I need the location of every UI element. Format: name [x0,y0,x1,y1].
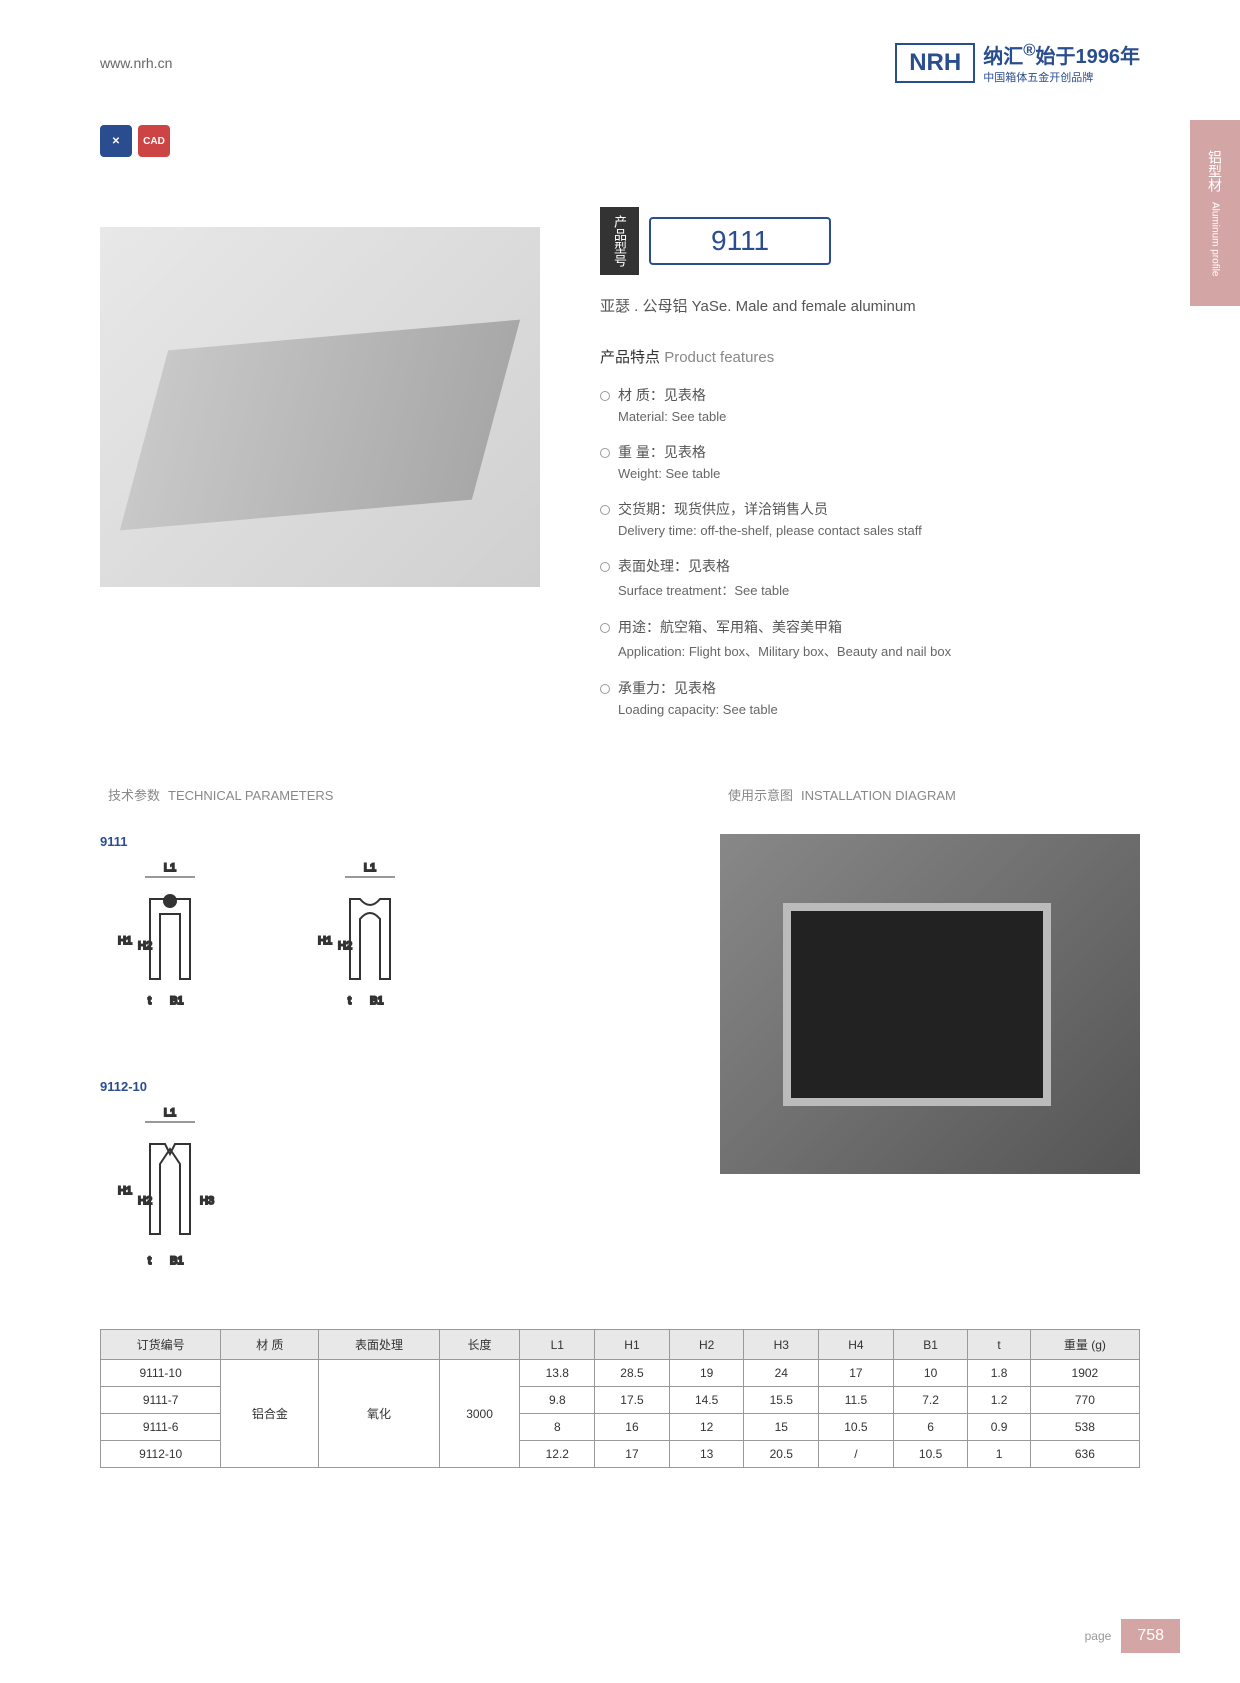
svg-text:H1: H1 [118,935,132,947]
feature-item: 材 质：见表格 Material: See table [600,385,1140,424]
logo-area: NRH 纳汇®始于1996年 中国箱体五金开创品牌 [895,40,1140,85]
product-subtitle: 亚瑟 . 公母铝 YaSe. Male and female aluminum [600,295,1140,316]
feature-item: 用途：航空箱、军用箱、美容美甲箱 Application: Flight box、… [600,617,1140,660]
features-list: 材 质：见表格 Material: See table 重 量：见表格 Weight:… [600,385,1140,717]
feature-item: 承重力：见表格 Loading capacity: See table [600,678,1140,717]
table-header: H1 [595,1330,670,1360]
spec-table-wrap: 订货编号材 质表面处理长度L1H1H2H3H4B1t重量 (g) 9111-10… [0,1329,1240,1468]
product-image [100,227,540,587]
svg-text:L1: L1 [364,862,376,874]
table-header: 订货编号 [101,1330,221,1360]
profile-diagram-3: L1 H1 H2 H3 t B1 [100,1104,240,1284]
model-number: 9111 [649,217,831,265]
feature-en: Application: Flight box、Military box、Bea… [618,641,1140,660]
table-header: H3 [744,1330,819,1360]
feature-en: Delivery time: off-the-shelf, please con… [618,523,1140,538]
feature-cn: 材 质：见表格 [618,385,1140,405]
install-title: 使用示意图INSTALLATION DIAGRAM [720,785,1140,804]
cross-icon: ✕ [100,125,132,157]
cad-icon: CAD [138,125,170,157]
table-header: 表面处理 [319,1330,439,1360]
svg-text:B1: B1 [370,995,383,1007]
logo-box: NRH [895,43,975,83]
table-row: 9111-10铝合金氧化300013.828.5192417101.81902 [101,1360,1140,1387]
svg-text:t: t [348,995,351,1007]
feature-cn: 表面处理：见表格 [618,556,1140,576]
model-row: 产品型号 9111 [600,207,1140,275]
profile-diagram-1: L1 H1 H2 t B1 [100,859,240,1019]
feature-cn: 用途：航空箱、军用箱、美容美甲箱 [618,617,1140,637]
side-tab-cn: 铝型材 [1205,150,1225,192]
feature-item: 交货期：现货供应，详洽销售人员 Delivery time: off-the-sh… [600,499,1140,538]
svg-text:H3: H3 [200,1195,214,1207]
diagram2-label: 9112-10 [100,1079,620,1094]
page-number: page 758 [1085,1619,1180,1653]
table-header: B1 [893,1330,968,1360]
website-url: www.nrh.cn [100,55,172,71]
feature-en: Weight: See table [618,466,1140,481]
feature-cn: 重 量：见表格 [618,442,1140,462]
diagram1-label: 9111 [100,834,620,849]
page-box: 758 [1121,1619,1180,1653]
header: www.nrh.cn NRH 纳汇®始于1996年 中国箱体五金开创品牌 [0,0,1240,105]
svg-text:B1: B1 [170,1255,183,1267]
svg-text:H1: H1 [118,1185,132,1197]
svg-text:t: t [148,1255,151,1267]
feature-cn: 承重力：见表格 [618,678,1140,698]
side-tab: 铝型材 Aluminum profile [1190,120,1240,306]
table-header: 材 质 [221,1330,319,1360]
table-header: 长度 [439,1330,520,1360]
svg-text:H2: H2 [338,940,352,952]
feature-en: Surface treatment：See table [618,580,1140,599]
svg-text:t: t [148,995,151,1007]
tool-icons: ✕ CAD [100,125,1240,157]
svg-text:H2: H2 [138,940,152,952]
brand-sub: 中国箱体五金开创品牌 [983,69,1140,85]
table-header: H4 [819,1330,894,1360]
features-title: 产品特点 Product features [600,346,1140,367]
feature-en: Material: See table [618,409,1140,424]
svg-text:L1: L1 [164,1107,176,1119]
page-label: page [1085,1629,1112,1643]
model-label: 产品型号 [600,207,639,275]
svg-text:B1: B1 [170,995,183,1007]
table-header: 重量 (g) [1030,1330,1139,1360]
tech-title: 技术参数TECHNICAL PARAMETERS [100,785,620,804]
feature-item: 重 量：见表格 Weight: See table [600,442,1140,481]
installation-image [720,834,1140,1174]
svg-text:H1: H1 [318,935,332,947]
feature-en: Loading capacity: See table [618,702,1140,717]
feature-cn: 交货期：现货供应，详洽销售人员 [618,499,1140,519]
side-tab-en: Aluminum profile [1210,202,1221,276]
spec-table: 订货编号材 质表面处理长度L1H1H2H3H4B1t重量 (g) 9111-10… [100,1329,1140,1468]
table-header: L1 [520,1330,595,1360]
table-header: t [968,1330,1030,1360]
brand-cn: 纳汇®始于1996年 [983,40,1140,69]
svg-text:L1: L1 [164,862,176,874]
profile-diagram-2: L1 H1 H2 t B1 [300,859,440,1019]
svg-text:H2: H2 [138,1195,152,1207]
feature-item: 表面处理：见表格 Surface treatment：See table [600,556,1140,599]
table-header: H2 [669,1330,744,1360]
